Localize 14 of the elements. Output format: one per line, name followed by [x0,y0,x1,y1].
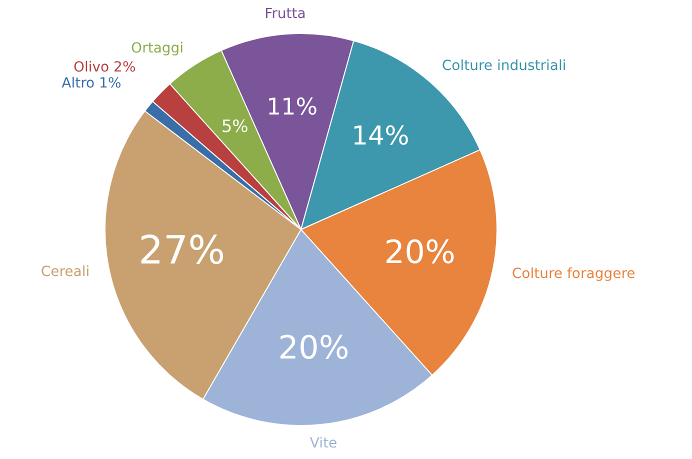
data-label: 27% [138,228,226,274]
data-label: 5% [221,117,248,138]
slice-label: Frutta [264,6,306,22]
slice-label: Cereali [40,264,90,280]
slice-label: Olivo 2% [73,59,136,76]
slice-label: Colture foraggere [512,266,636,282]
data-label: 20% [278,328,350,367]
data-label: 11% [266,94,318,120]
slice-label: Vite [310,436,338,452]
slice-label: Ortaggi [131,40,184,56]
data-label: 14% [352,121,410,152]
data-label: 20% [384,233,456,272]
slice-label: Altro 1% [62,76,122,92]
slice-label: Colture industriali [442,58,566,74]
